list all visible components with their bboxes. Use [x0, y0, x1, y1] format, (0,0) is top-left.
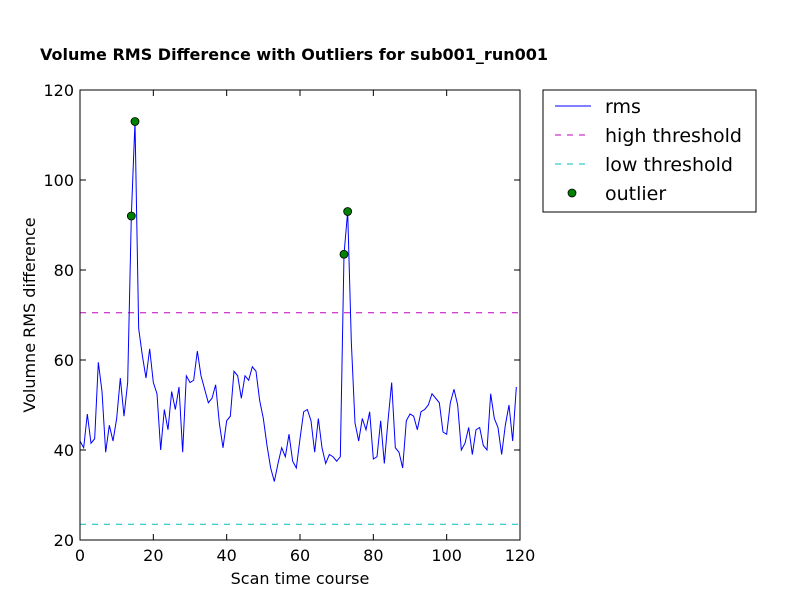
outlier-point — [343, 207, 353, 216]
y-tick-label: 20 — [54, 531, 74, 550]
legend-label-high-threshold: high threshold — [605, 125, 742, 147]
x-tick-label: 120 — [505, 546, 536, 565]
y-tick-label: 40 — [54, 441, 74, 460]
x-tick-label: 20 — [143, 546, 163, 565]
outlier-point — [130, 117, 140, 126]
x-tick-label: 0 — [75, 546, 85, 565]
x-tick-label: 80 — [363, 546, 383, 565]
legend: rms high threshold low threshold outlier — [542, 89, 757, 213]
y-tick-label: 60 — [54, 351, 74, 370]
outlier-point — [339, 249, 349, 259]
y-axis-label: Volumne RMS difference — [20, 217, 39, 412]
y-tick-label: 80 — [54, 261, 74, 280]
outlier-point — [126, 211, 136, 221]
legend-box — [542, 89, 757, 213]
rms-series-line — [79, 121, 517, 482]
legend-label-outlier: outlier — [605, 183, 666, 205]
x-tick-label: 60 — [290, 546, 310, 565]
plot-area — [79, 117, 520, 525]
legend-label-rms: rms — [605, 96, 641, 118]
y-tick-label: 100 — [43, 171, 74, 190]
chart-title: Volume RMS Difference with Outliers for … — [40, 45, 548, 64]
x-axis-label: Scan time course — [231, 569, 370, 588]
legend-swatch-outlier — [567, 188, 577, 198]
legend-label-low-threshold: low threshold — [605, 154, 733, 176]
x-tick-label: 40 — [216, 546, 236, 565]
plot-frame — [79, 89, 521, 541]
x-tick-label: 100 — [431, 546, 462, 565]
y-tick-label: 120 — [43, 81, 74, 100]
